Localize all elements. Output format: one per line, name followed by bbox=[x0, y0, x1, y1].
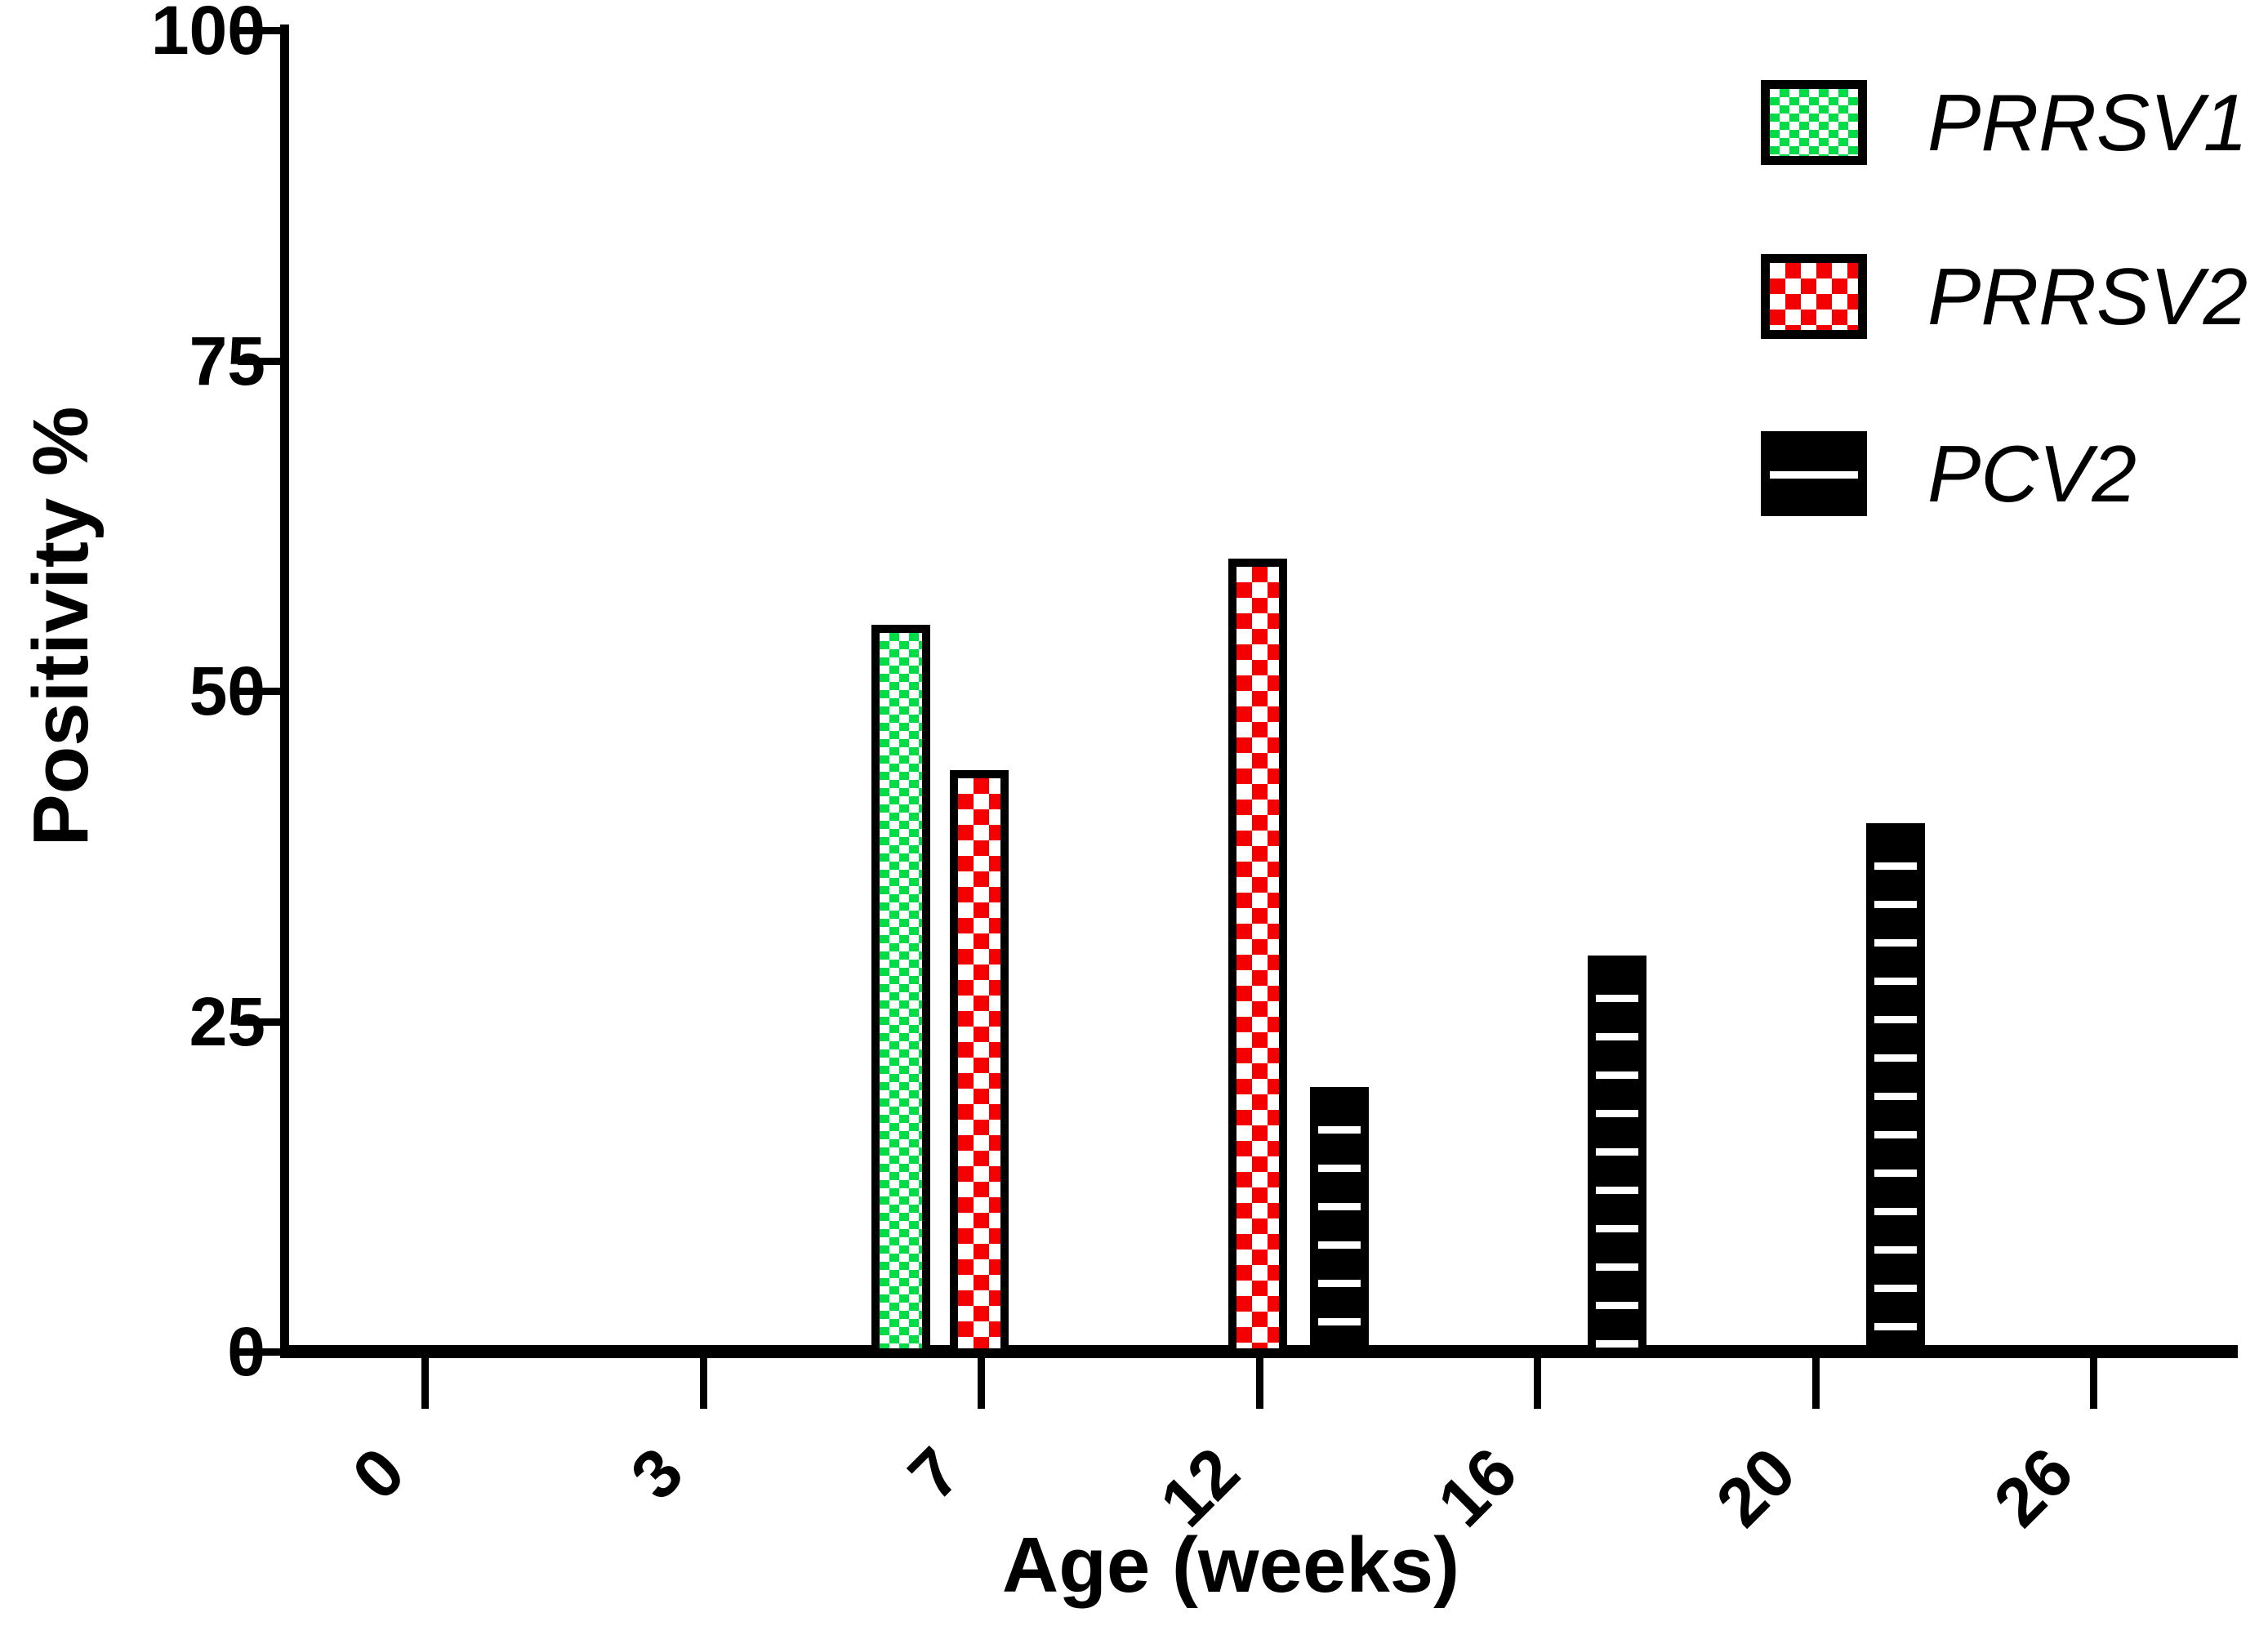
y-tick bbox=[238, 1348, 280, 1356]
x-tick-label: 3 bbox=[616, 1432, 697, 1514]
y-tick-label: 25 bbox=[189, 982, 265, 1060]
legend-row: PRRSV1 bbox=[1761, 78, 2248, 167]
y-tick-label: 50 bbox=[189, 653, 265, 729]
x-tick-label: 26 bbox=[1979, 1432, 2088, 1542]
x-tick bbox=[2090, 1358, 2097, 1409]
x-tick bbox=[978, 1358, 985, 1409]
x-tick-label: 0 bbox=[337, 1432, 419, 1514]
y-tick-label: 75 bbox=[189, 322, 265, 399]
bar-prrsv1-week-7 bbox=[871, 625, 930, 1357]
x-tick bbox=[700, 1358, 707, 1409]
x-tick bbox=[1812, 1358, 1820, 1409]
legend-swatch-prrsv1 bbox=[1761, 80, 1867, 165]
legend-row: PCV2 bbox=[1761, 429, 2137, 519]
bar-prrsv2-week-12 bbox=[1228, 559, 1287, 1357]
y-tick bbox=[238, 357, 280, 365]
legend-swatch-prrsv2 bbox=[1761, 254, 1867, 339]
legend-label: PRRSV1 bbox=[1927, 78, 2248, 167]
y-tick-label: 100 bbox=[150, 0, 265, 69]
legend-label: PCV2 bbox=[1927, 429, 2137, 519]
y-axis bbox=[280, 25, 289, 1358]
x-tick bbox=[1534, 1358, 1541, 1409]
y-tick bbox=[238, 1018, 280, 1026]
bar-prrsv2-week-7 bbox=[950, 770, 1009, 1357]
legend-label: PRRSV2 bbox=[1927, 252, 2248, 341]
y-tick bbox=[238, 688, 280, 695]
y-tick bbox=[238, 27, 280, 34]
bar-pcv2-week-20 bbox=[1866, 822, 1925, 1357]
y-tick-label: 0 bbox=[227, 1313, 265, 1390]
x-axis-title: Age (weeks) bbox=[1001, 1521, 1460, 1609]
legend-row: PRRSV2 bbox=[1761, 252, 2248, 341]
bar-pcv2-week-12 bbox=[1310, 1087, 1369, 1357]
x-tick bbox=[1256, 1358, 1263, 1409]
bar-pcv2-week-16 bbox=[1588, 955, 1646, 1357]
x-tick bbox=[421, 1358, 429, 1409]
legend-swatch-pcv2 bbox=[1761, 431, 1867, 516]
